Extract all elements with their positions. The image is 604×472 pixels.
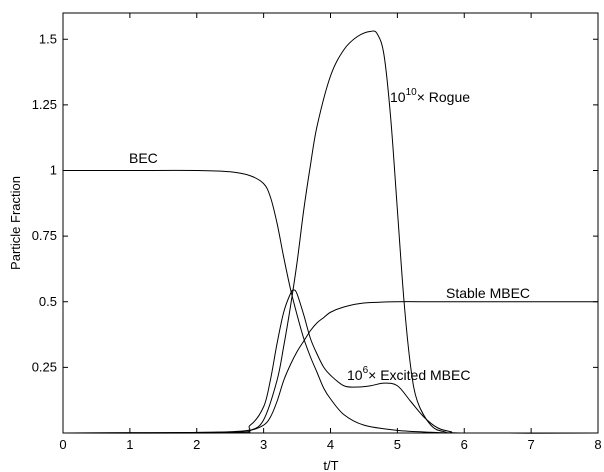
plot-frame <box>62 12 599 434</box>
annotation-excited-rest: × Excited MBEC <box>368 367 470 383</box>
x-tick-label: 8 <box>594 437 601 452</box>
annotation-excited-base: 10 <box>347 367 363 383</box>
annotation-rogue: 1010× Rogue <box>390 87 470 105</box>
annotation-rogue-base: 10 <box>390 89 406 105</box>
annotation-stable-mbec: Stable MBEC <box>446 285 530 301</box>
series-line-10-6-excited-mbec <box>62 289 599 434</box>
x-axis-label: t/T <box>323 458 338 472</box>
y-tick-label: 0.25 <box>32 359 57 374</box>
x-tick-label: 6 <box>461 437 468 452</box>
y-tick-label: 1 <box>50 163 57 178</box>
x-tick-label: 0 <box>59 437 66 452</box>
x-tick-label: 4 <box>327 437 334 452</box>
x-tick-label: 7 <box>528 437 535 452</box>
annotation-bec: BEC <box>129 150 158 166</box>
x-tick-label: 3 <box>260 437 267 452</box>
x-tick-label: 5 <box>394 437 401 452</box>
series-line-bec <box>62 169 599 434</box>
y-tick-label: 0.75 <box>32 228 57 243</box>
series-line-10-10-rogue <box>62 30 599 434</box>
axis-ticks: 0 1 2 3 4 5 6 7 8 0.25 0.5 0.75 1 1.25 1.5 <box>32 13 602 452</box>
chart-curves <box>62 30 599 434</box>
series-line-stable-mbec <box>62 301 598 434</box>
x-tick-label: 2 <box>193 437 200 452</box>
y-tick-label: 1.25 <box>32 97 57 112</box>
y-axis-label: Particle Fraction <box>8 176 23 270</box>
x-tick-label: 1 <box>126 437 133 452</box>
annotation-rogue-rest: × Rogue <box>417 89 471 105</box>
annotation-excited-mbec: 106× Excited MBEC <box>347 365 470 383</box>
annotation-rogue-exp: 10 <box>406 87 418 98</box>
annotation-excited-exp: 6 <box>363 365 369 376</box>
y-tick-label: 0.5 <box>39 294 57 309</box>
y-tick-label: 1.5 <box>39 31 57 46</box>
